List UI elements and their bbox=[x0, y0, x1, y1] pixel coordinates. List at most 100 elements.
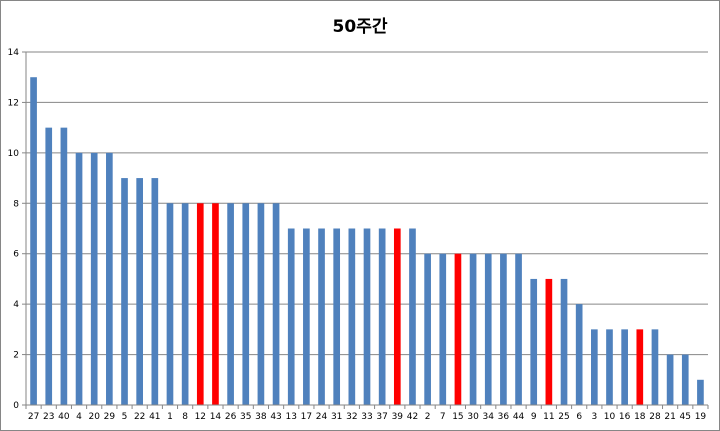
x-tick-label: 16 bbox=[619, 412, 631, 422]
x-tick-label: 45 bbox=[680, 412, 691, 422]
x-tick-label: 13 bbox=[285, 412, 296, 422]
x-axis-ticks: 27 23 40 4 20 29 5 22 41 1 8 12 14 26 35 38 43 13 17 24 31 32… bbox=[25, 405, 709, 422]
bar-34 bbox=[484, 253, 492, 405]
bar-41 bbox=[151, 178, 159, 405]
x-tick-label: 38 bbox=[255, 412, 267, 422]
x-tick-label: 20 bbox=[88, 412, 100, 422]
bar-2 bbox=[424, 253, 431, 405]
bar-43 bbox=[272, 203, 280, 405]
x-tick-label: 29 bbox=[104, 412, 116, 422]
x-tick-label: 17 bbox=[301, 412, 312, 422]
x-tick-label: 31 bbox=[331, 412, 342, 422]
bars bbox=[30, 77, 704, 406]
y-tick-label: 12 bbox=[8, 98, 19, 108]
x-tick-label: 44 bbox=[513, 412, 525, 422]
x-tick-label: 6 bbox=[576, 412, 582, 422]
bar-20 bbox=[90, 152, 98, 405]
x-tick-label: 9 bbox=[531, 412, 537, 422]
bar-36 bbox=[500, 253, 507, 405]
bar-26 bbox=[227, 203, 234, 405]
x-tick-label: 21 bbox=[664, 412, 675, 422]
bar-45 bbox=[681, 354, 689, 405]
x-tick-label: 36 bbox=[498, 412, 510, 422]
bar-13 bbox=[287, 228, 295, 405]
bar-25 bbox=[560, 278, 568, 405]
bar-1 bbox=[166, 203, 174, 405]
bar-23 bbox=[45, 127, 53, 405]
chart-title: 50주간 bbox=[332, 17, 388, 37]
x-tick-label: 37 bbox=[376, 412, 387, 422]
y-tick-label: 8 bbox=[13, 199, 19, 209]
bar-29 bbox=[106, 152, 113, 405]
bar-28 bbox=[651, 329, 659, 405]
bar-33 bbox=[363, 228, 371, 405]
bar-24 bbox=[318, 228, 325, 405]
y-tick-label: 4 bbox=[13, 300, 19, 310]
bar-9 bbox=[530, 278, 538, 405]
bar-27 bbox=[30, 77, 37, 406]
x-tick-label: 15 bbox=[452, 412, 463, 422]
y-axis-ticks: 0 2 4 6 8 10 12 14 bbox=[8, 48, 20, 411]
x-tick-label: 8 bbox=[182, 412, 188, 422]
x-tick-label: 1 bbox=[167, 412, 173, 422]
bar-32 bbox=[348, 228, 356, 405]
bar-3 bbox=[591, 329, 598, 405]
bar-39 bbox=[393, 228, 401, 405]
bar-22 bbox=[136, 178, 143, 405]
bar-5 bbox=[121, 178, 128, 405]
bar-30 bbox=[469, 253, 477, 405]
bar-17 bbox=[303, 228, 310, 405]
bar-42 bbox=[409, 228, 416, 405]
y-tick-label: 6 bbox=[13, 250, 19, 260]
x-tick-label: 19 bbox=[695, 412, 707, 422]
bar-6 bbox=[575, 304, 583, 405]
bar-40 bbox=[60, 127, 68, 405]
x-tick-label: 18 bbox=[634, 412, 646, 422]
x-tick-label: 40 bbox=[58, 412, 70, 422]
bar-21 bbox=[666, 354, 674, 405]
y-tick-label: 0 bbox=[13, 401, 19, 411]
bar-37 bbox=[378, 228, 386, 405]
x-tick-label: 42 bbox=[407, 412, 418, 422]
x-tick-label: 26 bbox=[225, 412, 237, 422]
x-tick-label: 22 bbox=[134, 412, 145, 422]
bar-38 bbox=[257, 203, 265, 405]
bar-44 bbox=[515, 253, 522, 405]
bar-11 bbox=[545, 278, 553, 405]
x-tick-label: 34 bbox=[483, 412, 495, 422]
x-tick-label: 43 bbox=[270, 412, 281, 422]
x-tick-label: 24 bbox=[316, 412, 328, 422]
x-tick-label: 39 bbox=[392, 412, 404, 422]
x-tick-label: 5 bbox=[122, 412, 128, 422]
x-tick-label: 25 bbox=[558, 412, 569, 422]
x-tick-label: 41 bbox=[149, 412, 160, 422]
y-tick-label: 14 bbox=[8, 48, 20, 58]
x-tick-label: 33 bbox=[361, 412, 372, 422]
x-tick-label: 11 bbox=[543, 412, 554, 422]
bar-19 bbox=[697, 379, 704, 405]
x-tick-label: 4 bbox=[76, 412, 82, 422]
x-tick-label: 2 bbox=[425, 412, 431, 422]
bar-8 bbox=[181, 203, 189, 405]
bar-14 bbox=[212, 203, 219, 405]
x-tick-label: 7 bbox=[440, 412, 446, 422]
x-tick-label: 3 bbox=[591, 412, 597, 422]
bar-15 bbox=[454, 253, 462, 405]
bar-16 bbox=[621, 329, 628, 405]
x-tick-label: 14 bbox=[210, 412, 222, 422]
x-tick-label: 10 bbox=[604, 412, 616, 422]
bar-31 bbox=[333, 228, 341, 405]
bar-10 bbox=[606, 329, 613, 405]
x-tick-label: 28 bbox=[649, 412, 661, 422]
x-tick-label: 12 bbox=[195, 412, 206, 422]
x-tick-label: 23 bbox=[43, 412, 54, 422]
x-tick-label: 35 bbox=[240, 412, 251, 422]
bar-35 bbox=[242, 203, 250, 405]
bar-18 bbox=[636, 329, 644, 405]
bar-12 bbox=[196, 203, 204, 405]
bar-7 bbox=[439, 253, 447, 405]
x-tick-label: 30 bbox=[467, 412, 479, 422]
y-tick-label: 10 bbox=[8, 149, 20, 159]
